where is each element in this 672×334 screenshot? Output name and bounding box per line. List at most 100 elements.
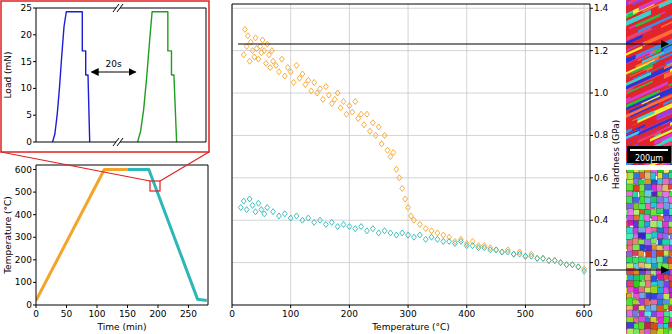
point [458, 236, 463, 242]
tick-label: 400 [458, 309, 475, 319]
point [247, 58, 252, 64]
tick-label: 0 [26, 300, 32, 310]
tick-label: 100 [88, 309, 105, 319]
axis-line [36, 8, 116, 9]
point [535, 255, 540, 261]
point [541, 255, 546, 261]
plot-area [138, 12, 177, 142]
point [552, 257, 557, 263]
point [277, 69, 282, 75]
point [282, 73, 287, 79]
ebsd-grain [629, 11, 665, 29]
point [505, 247, 510, 253]
grid-line [232, 8, 590, 9]
point [250, 202, 255, 208]
ebsd-grain [634, 329, 640, 334]
point [576, 264, 581, 270]
axis-line [36, 165, 37, 305]
point [238, 204, 243, 210]
point [282, 211, 287, 217]
pointer-arrow [596, 270, 668, 271]
point [488, 247, 493, 253]
point [488, 245, 493, 251]
ebsd-map-recrystallised [626, 170, 672, 334]
point [253, 209, 258, 215]
point [552, 257, 557, 263]
ebsd-grain [633, 192, 638, 198]
ebsd-grain [669, 208, 672, 215]
axis-line [232, 4, 233, 305]
chart-3: 01002003004005006000.20.40.60.81.01.21.4… [229, 3, 621, 332]
point [309, 88, 314, 94]
point [382, 132, 387, 138]
tick-label: 500 [517, 309, 534, 319]
point [564, 262, 569, 268]
point [394, 166, 399, 172]
point [370, 120, 375, 126]
ebsd-grain [626, 251, 632, 256]
point [241, 52, 246, 58]
point [470, 238, 475, 244]
point [277, 213, 282, 219]
tick-label: 300 [399, 309, 416, 319]
tick-label: 50 [61, 309, 73, 319]
ebsd-grain [633, 228, 638, 234]
point [376, 124, 381, 130]
tick-label: 300 [15, 232, 32, 242]
point [365, 111, 370, 117]
ebsd-grain [651, 221, 658, 228]
tick-label: 400 [15, 210, 32, 220]
point [476, 245, 481, 251]
ebsd-grain [626, 244, 627, 250]
grid-line [290, 4, 291, 305]
axis-label: Time (min) [97, 322, 147, 332]
scale-bar-label: 200µm [635, 154, 663, 163]
point [435, 236, 440, 242]
point [338, 105, 343, 111]
ebsd-grain [651, 202, 658, 207]
point [294, 213, 299, 219]
ebsd-grain [656, 209, 664, 214]
ebsd-grain [639, 257, 646, 263]
annotation: 20s [106, 59, 122, 69]
ebsd-grain [659, 0, 672, 9]
point [441, 232, 446, 238]
point [523, 253, 528, 259]
point [368, 128, 373, 134]
ebsd-grain [661, 3, 672, 28]
tick [590, 135, 593, 136]
plot-area [36, 170, 207, 301]
ebsd-grain [656, 105, 672, 119]
point [406, 204, 411, 210]
ebsd-grain [638, 251, 644, 257]
point [324, 221, 329, 227]
point [423, 236, 428, 242]
point [511, 251, 516, 257]
grid-line [232, 177, 590, 178]
point [256, 200, 261, 206]
tick-label: 200 [15, 255, 32, 265]
point [370, 226, 375, 232]
chart-1 [120, 8, 206, 142]
tick [590, 220, 593, 221]
grid-line [232, 4, 233, 305]
point [294, 62, 299, 68]
plot-area [53, 12, 90, 142]
point [326, 92, 331, 98]
point [417, 221, 422, 227]
point [244, 207, 249, 213]
ebsd-grain [626, 125, 662, 146]
axis-line [36, 142, 116, 143]
tick-label: 200 [341, 309, 358, 319]
point [529, 251, 534, 257]
point [318, 86, 323, 92]
tick [33, 214, 36, 215]
tick-label: 0 [229, 309, 235, 319]
ebsd-grain [628, 220, 634, 225]
axis-line [232, 305, 590, 306]
point [350, 109, 355, 115]
axis-label: Load (mN) [3, 52, 13, 99]
point [300, 71, 305, 77]
tick [33, 34, 36, 35]
point [435, 230, 440, 236]
